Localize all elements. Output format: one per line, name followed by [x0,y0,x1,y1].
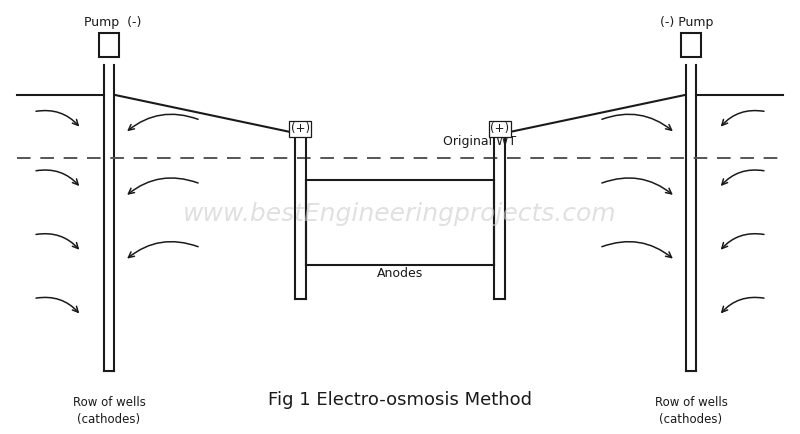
Text: (+): (+) [290,122,310,135]
Text: Pump  (-): Pump (-) [84,16,142,29]
Bar [681,33,702,56]
Text: (-) Pump: (-) Pump [660,16,714,29]
Text: (+): (+) [490,122,510,135]
Text: Row of wells
(cathodes): Row of wells (cathodes) [654,396,727,426]
Bar [98,33,119,56]
Text: Fig 1 Electro-osmosis Method: Fig 1 Electro-osmosis Method [268,391,532,409]
Text: Original WT: Original WT [443,135,516,148]
Text: Anodes: Anodes [377,267,423,280]
Text: Row of wells
(cathodes): Row of wells (cathodes) [73,396,146,426]
Text: www.bestEngineeringprojects.com: www.bestEngineeringprojects.com [183,202,617,226]
